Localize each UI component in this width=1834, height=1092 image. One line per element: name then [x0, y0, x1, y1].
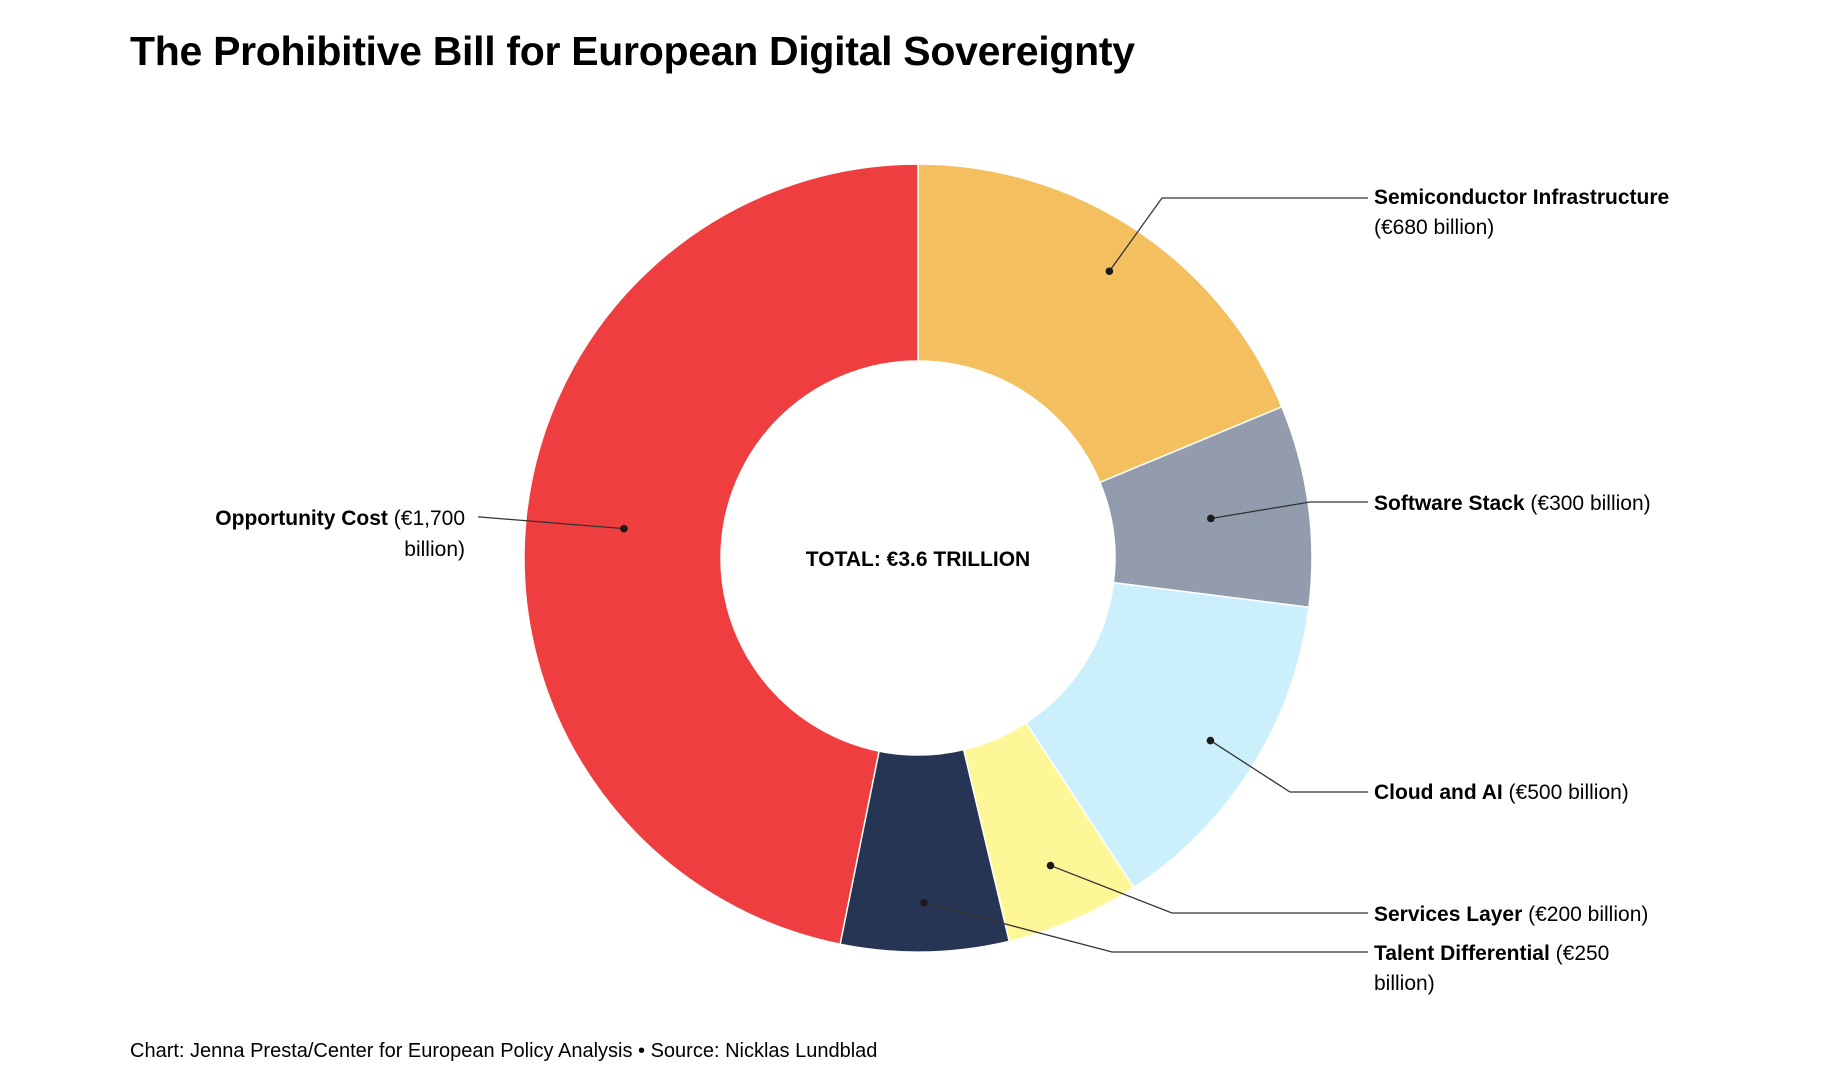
leader-lines-group: [478, 197, 1368, 953]
leader-dot-talent-differential: [920, 898, 928, 907]
slice-cloud-and-ai: [1024, 581, 1310, 889]
leader-line-software-stack: [1210, 501, 1368, 520]
chart-title: The Prohibitive Bill for European Digita…: [130, 28, 1135, 74]
leader-line-talent-differential: [923, 902, 1368, 953]
leader-dot-opportunity-cost: [620, 524, 628, 533]
label-software-stack: Software Stack (€300 billion): [1374, 492, 1651, 515]
center-total-label: TOTAL: €3.6 TRILLION: [806, 548, 1030, 571]
source-credit: Chart: Jenna Presta/Center for European …: [130, 1040, 878, 1062]
slice-opportunity-cost: [523, 163, 919, 946]
labels-group: Semiconductor Infrastructure (€680 billio…: [215, 186, 1669, 995]
leader-line-opportunity-cost: [478, 516, 625, 530]
label-semiconductor-infrastructure: Semiconductor Infrastructure (€680 billio…: [1374, 186, 1669, 239]
label-opportunity-cost: Opportunity Cost (€1,700 billion): [215, 507, 465, 561]
label-cloud-and-ai: Cloud and AI (€500 billion): [1374, 781, 1629, 804]
slice-semiconductor-infrastructure: [917, 163, 1283, 484]
leader-dot-semiconductor-infrastructure: [1105, 267, 1114, 276]
leader-line-services-layer: [1050, 864, 1368, 914]
label-talent-differential: Talent Differential (€250 billion): [1374, 942, 1609, 995]
leader-dot-cloud-and-ai: [1206, 736, 1215, 745]
leader-line-semiconductor-infrastructure: [1108, 197, 1368, 272]
leader-dot-services-layer: [1046, 861, 1055, 870]
label-services-layer: Services Layer (€200 billion): [1374, 903, 1648, 926]
slices-group: [523, 163, 1313, 953]
leader-dot-software-stack: [1207, 514, 1215, 523]
leader-line-cloud-and-ai: [1210, 740, 1368, 793]
